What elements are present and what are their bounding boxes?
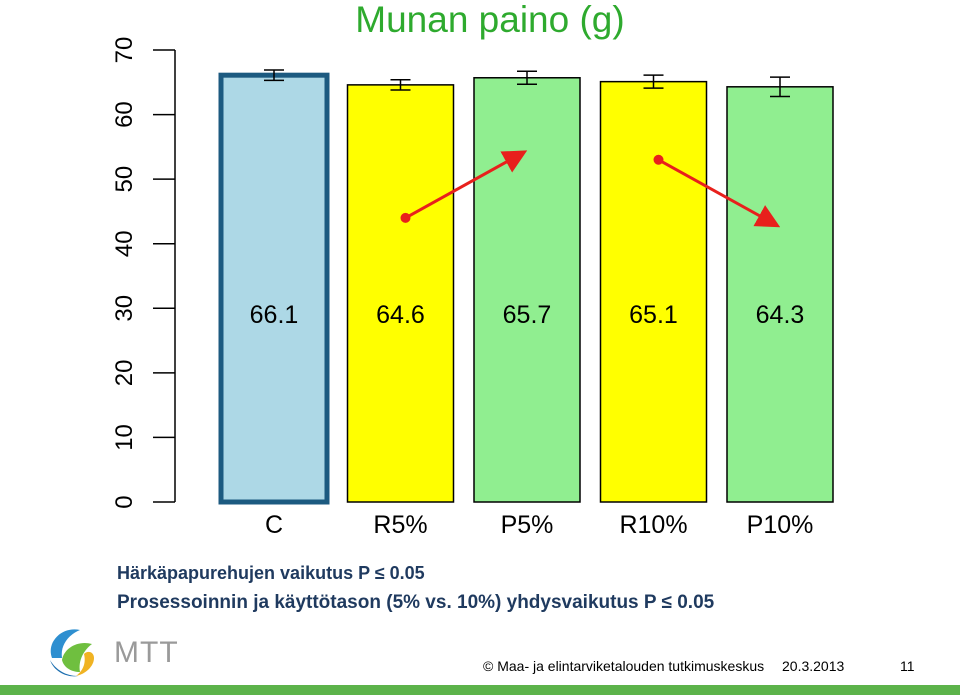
y-tick-label: 10 (111, 424, 138, 451)
interaction-arrow (404, 150, 528, 220)
bar-p5pct (473, 77, 581, 503)
chart-title: Munan paino (g) (355, 0, 625, 40)
y-tick-label: 30 (111, 295, 138, 322)
data-label: 65.1 (629, 301, 678, 329)
x-tick-label: C (265, 511, 283, 539)
mtt-logo-text: MTT (114, 636, 179, 669)
interaction-arrow (657, 158, 781, 228)
y-tick-label: 20 (111, 360, 138, 387)
data-label: 64.3 (756, 301, 805, 329)
significance-note-2: Prosessoinnin ja käyttötason (5% vs. 10%… (117, 592, 715, 613)
bar-r5pct (346, 84, 455, 503)
page-number: 11 (900, 658, 915, 674)
bar-p10pct (726, 86, 834, 503)
footer-bar (0, 685, 960, 695)
bar-c (218, 72, 330, 505)
x-tick-label: R10% (619, 511, 687, 539)
mtt-swoosh-logo-icon (50, 629, 94, 677)
x-tick-label: P10% (747, 511, 814, 539)
x-tick-label: R5% (373, 511, 427, 539)
data-label: 65.7 (503, 301, 552, 329)
data-label: 66.1 (250, 301, 299, 329)
y-tick-label: 0 (111, 495, 138, 508)
footer-copyright: © Maa- ja elintarviketalouden tutkimuske… (483, 658, 765, 674)
y-tick-label: 40 (111, 230, 138, 257)
footer-date: 20.3.2013 (782, 658, 845, 674)
y-tick-label: 50 (111, 166, 138, 193)
significance-note-1: Härkäpapurehujen vaikutus P ≤ 0.05 (117, 563, 425, 583)
bar-chart: 0 10 20 30 40 50 60 70 66.1 64.6 65.7 65.1 64.3 C R5% P… (111, 37, 834, 539)
data-label: 64.6 (376, 301, 425, 329)
footer: © Maa- ja elintarviketalouden tutkimuske… (483, 658, 915, 674)
mtt-logo: MTT (50, 629, 179, 677)
y-tick-label: 70 (111, 37, 138, 64)
y-tick-label: 60 (111, 101, 138, 128)
x-tick-label: P5% (501, 511, 554, 539)
bar-r10pct (599, 80, 708, 503)
